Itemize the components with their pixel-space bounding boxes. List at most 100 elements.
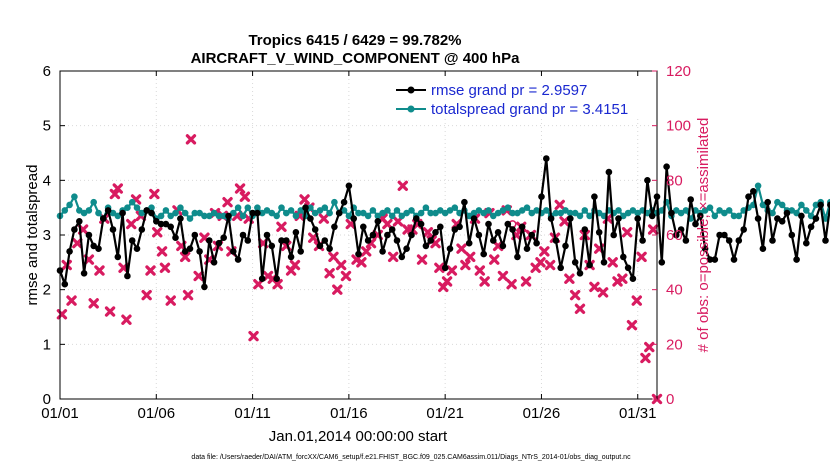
rmse-data-point: [538, 193, 545, 200]
rmse-data-point: [374, 218, 382, 225]
spread-data-point: [803, 207, 810, 214]
spread-data-point: [138, 209, 146, 217]
obs-assimilated-point: [179, 251, 191, 263]
spread-data-point: [61, 207, 69, 214]
rmse-data-point: [128, 237, 136, 244]
rmse-data-point: [437, 223, 444, 231]
spread-data-point: [706, 204, 714, 211]
rmse-data-point: [80, 270, 88, 277]
rmse-data-point: [822, 237, 829, 244]
rmse-data-point: [244, 237, 252, 244]
spread-data-point: [80, 209, 88, 217]
spread-data-point: [711, 212, 719, 220]
spread-data-point: [311, 209, 319, 217]
obs-assimilated-point: [335, 259, 347, 271]
spread-data-point: [494, 209, 502, 217]
series-layer: [56, 155, 830, 291]
obs-assimilated-point: [159, 262, 171, 273]
rmse-data-point: [379, 248, 386, 255]
obs-assimilated-point: [564, 273, 575, 284]
rmse-data-point: [133, 245, 141, 252]
spread-data-point: [244, 204, 252, 211]
rmse-data-point: [369, 231, 377, 239]
spread-data-point: [485, 207, 492, 214]
rmse-data-point: [605, 168, 613, 176]
rmse-data-point: [788, 231, 796, 239]
rmse-data-point: [345, 182, 353, 190]
rmse-data-point: [807, 223, 815, 231]
rmse-data-point: [340, 198, 348, 206]
obs-assimilated-point: [497, 270, 509, 282]
obs-assimilated-point: [387, 251, 399, 263]
spread-data-point: [191, 209, 199, 217]
rmse-data-point: [557, 264, 564, 272]
rmse-data-point: [668, 209, 675, 217]
obs-assimilated-point: [361, 246, 372, 257]
rmse-data-point: [730, 256, 738, 263]
rmse-data-point: [201, 283, 208, 291]
spread-data-point: [620, 212, 627, 220]
rmse-data-point: [364, 237, 372, 244]
spread-data-point: [677, 209, 685, 217]
rmse-data-point: [759, 245, 767, 252]
obs-assimilated-point: [626, 320, 638, 331]
rmse-data-point: [509, 226, 516, 233]
rmse-data-point: [167, 223, 174, 231]
rmse-data-point: [610, 231, 617, 239]
obs-assimilated-point: [66, 295, 77, 306]
rmse-data-point: [523, 245, 531, 252]
spread-data-point: [721, 209, 728, 217]
rmse-data-point: [783, 209, 791, 217]
rmse-data-point: [138, 226, 146, 233]
rmse-data-point: [673, 231, 680, 239]
obs-assimilated-point: [631, 295, 642, 306]
y-tick-label-right: 0: [666, 391, 674, 408]
rmse-data-point: [278, 237, 285, 244]
obs-assimilated-point: [318, 213, 330, 224]
rmse-data-point: [778, 218, 786, 225]
spread-data-point: [634, 209, 641, 217]
spread-data-point: [326, 209, 333, 217]
spread-data-point: [220, 212, 227, 220]
rmse-data-point: [422, 242, 430, 250]
x-tick-label: 01/31: [619, 405, 657, 422]
rmse-data-point: [307, 215, 314, 222]
rmse-data-point: [595, 229, 603, 236]
y-tick-label-left: 5: [43, 118, 51, 135]
spread-data-point: [85, 207, 93, 214]
rmse-data-point: [114, 253, 122, 261]
rmse-data-point: [562, 242, 569, 250]
spread-data-point: [422, 204, 430, 211]
spread-data-point: [475, 207, 483, 214]
obs-assimilated-point: [539, 246, 550, 257]
spread-data-point: [210, 209, 218, 217]
y-tick-label-right: 120: [666, 63, 691, 80]
obs-assimilated-point: [299, 194, 310, 205]
obs-assimilated-point: [272, 279, 283, 290]
rmse-data-point: [490, 237, 497, 244]
rmse-data-point: [581, 226, 589, 233]
rmse-data-point: [403, 245, 410, 252]
x-tick-label: 01/26: [523, 405, 561, 422]
obs-assimilated-point: [104, 306, 116, 317]
rmse-data-point: [658, 259, 666, 266]
rmse-data-point: [181, 248, 189, 255]
obs-assimilated-point: [492, 240, 504, 252]
rmse-data-point: [725, 237, 733, 244]
obs-assimilated-point: [416, 254, 428, 265]
obs-assimilated-point: [239, 191, 251, 202]
y-axis-label-left: rmse and totalspread: [24, 165, 41, 306]
spread-data-point: [177, 204, 184, 211]
spread-data-point: [297, 207, 305, 214]
rmse-data-point: [701, 245, 709, 252]
spread-data-point: [769, 209, 776, 217]
spread-data-point: [615, 207, 622, 214]
rmse-data-point: [735, 237, 743, 244]
obs-assimilated-point: [636, 251, 647, 263]
x-tick-label: 01/01: [41, 405, 79, 422]
rmse-data-point: [119, 209, 126, 217]
rmse-data-point: [95, 245, 102, 252]
spread-data-point: [514, 209, 521, 217]
legend: rmse grand pr = 2.9597 totalspread grand…: [392, 79, 652, 119]
rmse-data-point: [427, 237, 435, 244]
